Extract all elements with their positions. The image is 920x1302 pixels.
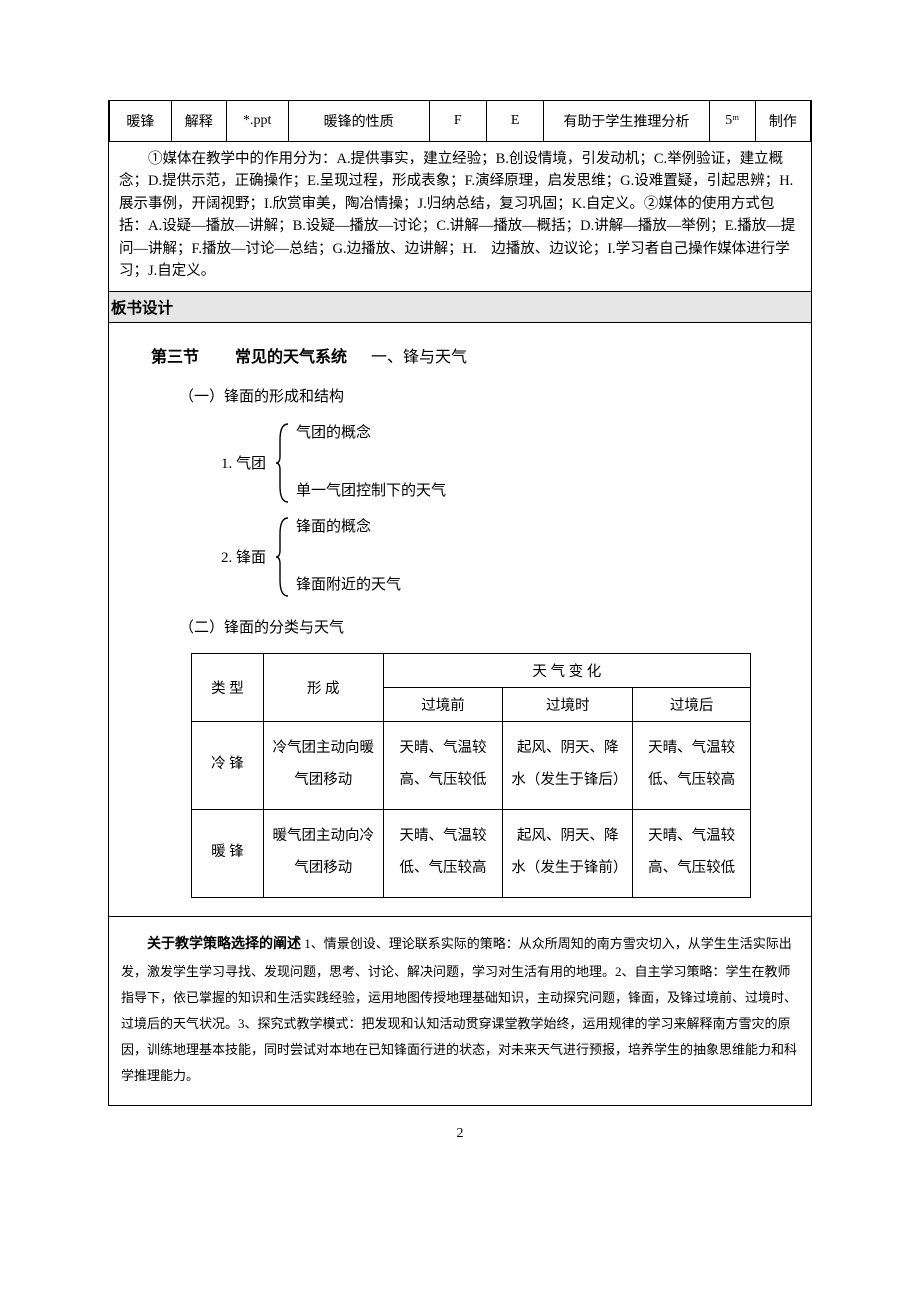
- brace1-bottom: 单一气团控制下的天气: [296, 482, 446, 502]
- cell-c6: E: [486, 101, 543, 142]
- r1-during: 起风、阴天、降水（发生于锋前）: [503, 809, 633, 897]
- brace1-top: 气团的概念: [296, 424, 446, 444]
- table-row: 冷 锋 冷气团主动向暖气团移动 天晴、气温较高、气压较低 起风、阴天、降水（发生…: [192, 721, 751, 809]
- document-outer: 暖锋 解释 *.ppt 暖锋的性质 F E 有助于学生推理分析 5ᵐ 制作 ①媒…: [108, 100, 812, 1106]
- brace2-bottom: 锋面附近的天气: [296, 576, 401, 596]
- brace-group-1: 1. 气团 气团的概念 单一气团控制下的天气: [221, 422, 791, 504]
- brace1-items: 气团的概念 单一气团控制下的天气: [296, 424, 446, 502]
- media-row-table: 暖锋 解释 *.ppt 暖锋的性质 F E 有助于学生推理分析 5ᵐ 制作: [109, 100, 811, 142]
- strategy-lead: 关于教学策略选择的阐述: [147, 937, 301, 952]
- section-number: 第三节: [151, 349, 199, 366]
- cell-c9: 制作: [755, 101, 810, 142]
- th-type: 类 型: [192, 653, 264, 721]
- brace-icon: [274, 422, 292, 504]
- weather-change-table: 类 型 形 成 天 气 变 化 过境前 过境时 过境后 冷 锋 冷气团主动向暖气…: [191, 653, 751, 898]
- brace1-label: 1. 气团: [221, 452, 266, 473]
- cell-c1: 暖锋: [110, 101, 172, 142]
- brace-icon: [274, 516, 292, 598]
- brace2-top: 锋面的概念: [296, 518, 401, 538]
- section-name: 常见的天气系统: [235, 349, 347, 366]
- table-row: 暖 锋 暖气团主动向冷气团移动 天晴、气温较低、气压较高 起风、阴天、降水（发生…: [192, 809, 751, 897]
- th-during: 过境时: [503, 687, 633, 721]
- th-change: 天 气 变 化: [383, 653, 750, 687]
- cell-c4: 暖锋的性质: [288, 101, 429, 142]
- cell-c3: *.ppt: [226, 101, 288, 142]
- media-notes: ①媒体在教学中的作用分为：A.提供事实，建立经验；B.创设情境，引发动机；C.举…: [109, 142, 811, 292]
- r0-type: 冷 锋: [192, 721, 264, 809]
- board-design-body: 第三节 常见的天气系统 一、锋与天气 （一）锋面的形成和结构 1. 气团 气团的…: [109, 323, 811, 917]
- r1-type: 暖 锋: [192, 809, 264, 897]
- brace2-label: 2. 锋面: [221, 546, 266, 567]
- cell-c8: 5ᵐ: [709, 101, 755, 142]
- r1-form: 暖气团主动向冷气团移动: [263, 809, 383, 897]
- r0-during: 起风、阴天、降水（发生于锋后）: [503, 721, 633, 809]
- brace-group-2: 2. 锋面 锋面的概念 锋面附近的天气: [221, 516, 791, 598]
- board-design-header: 板书设计: [109, 292, 811, 323]
- subsection-1: （一）锋面的形成和结构: [179, 385, 791, 406]
- r1-after: 天晴、气温较高、气压较低: [633, 809, 751, 897]
- r0-before: 天晴、气温较高、气压较低: [383, 721, 503, 809]
- th-before: 过境前: [383, 687, 503, 721]
- cell-c2: 解释: [171, 101, 226, 142]
- th-form: 形 成: [263, 653, 383, 721]
- strategy-body: 1、情景创设、理论联系实际的策略：从众所周知的南方雪灾切入，从学生生活实际出发，…: [121, 936, 797, 1083]
- lesson-title: 第三节 常见的天气系统 一、锋与天气: [151, 343, 791, 367]
- brace2-items: 锋面的概念 锋面附近的天气: [296, 518, 401, 596]
- cell-c7: 有助于学生推理分析: [544, 101, 709, 142]
- page-number: 2: [108, 1126, 812, 1142]
- r1-before: 天晴、气温较低、气压较高: [383, 809, 503, 897]
- th-after: 过境后: [633, 687, 751, 721]
- subsection-2: （二）锋面的分类与天气: [179, 616, 791, 637]
- r0-form: 冷气团主动向暖气团移动: [263, 721, 383, 809]
- r0-after: 天晴、气温较低、气压较高: [633, 721, 751, 809]
- teaching-strategy: 关于教学策略选择的阐述 1、情景创设、理论联系实际的策略：从众所周知的南方雪灾切…: [109, 917, 811, 1105]
- section-sub: 一、锋与天气: [371, 349, 467, 366]
- cell-c5: F: [429, 101, 486, 142]
